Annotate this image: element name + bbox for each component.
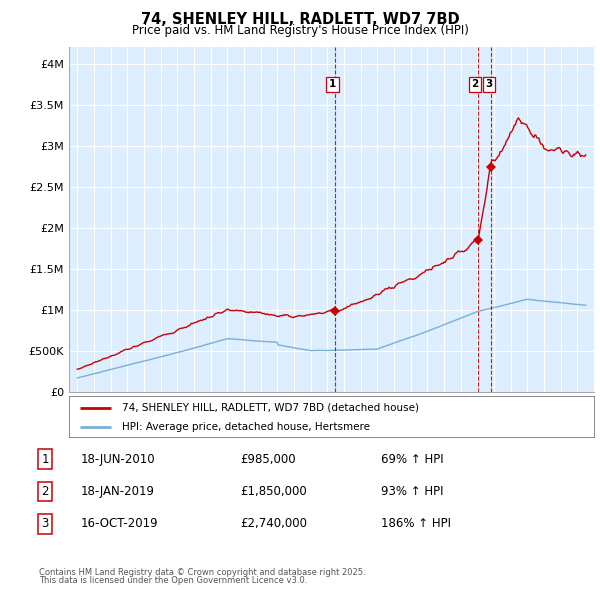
Text: 1: 1 [41,453,49,466]
Text: 18-JUN-2010: 18-JUN-2010 [81,453,155,466]
Text: 3: 3 [41,517,49,530]
Text: 16-OCT-2019: 16-OCT-2019 [81,517,158,530]
Text: Price paid vs. HM Land Registry's House Price Index (HPI): Price paid vs. HM Land Registry's House … [131,24,469,37]
Text: 69% ↑ HPI: 69% ↑ HPI [381,453,443,466]
Text: 1: 1 [329,79,336,89]
Text: 18-JAN-2019: 18-JAN-2019 [81,485,155,498]
Text: £2,740,000: £2,740,000 [240,517,307,530]
Text: 186% ↑ HPI: 186% ↑ HPI [381,517,451,530]
Text: £985,000: £985,000 [240,453,296,466]
Text: 2: 2 [41,485,49,498]
Text: 93% ↑ HPI: 93% ↑ HPI [381,485,443,498]
Text: 3: 3 [485,79,493,89]
Text: Contains HM Land Registry data © Crown copyright and database right 2025.: Contains HM Land Registry data © Crown c… [39,568,365,577]
Text: 74, SHENLEY HILL, RADLETT, WD7 7BD (detached house): 74, SHENLEY HILL, RADLETT, WD7 7BD (deta… [121,403,419,413]
Text: 2: 2 [471,79,478,89]
Text: HPI: Average price, detached house, Hertsmere: HPI: Average price, detached house, Hert… [121,422,370,431]
Text: 74, SHENLEY HILL, RADLETT, WD7 7BD: 74, SHENLEY HILL, RADLETT, WD7 7BD [140,12,460,27]
Text: £1,850,000: £1,850,000 [240,485,307,498]
Text: This data is licensed under the Open Government Licence v3.0.: This data is licensed under the Open Gov… [39,576,307,585]
